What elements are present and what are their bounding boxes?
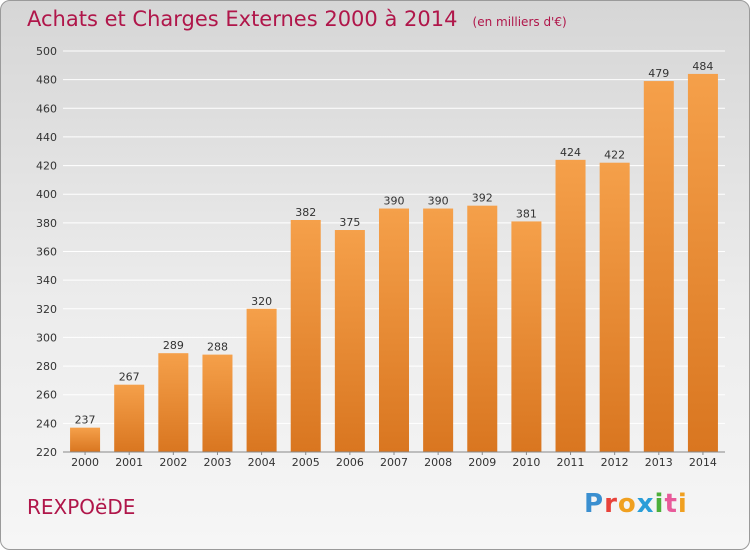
bar-value-label: 375 [339, 216, 360, 229]
bar [643, 81, 674, 452]
logo-letter: x [636, 489, 655, 519]
y-tick-label: 280 [36, 360, 57, 373]
bar [246, 308, 277, 452]
y-tick-label: 320 [36, 303, 57, 316]
bar [599, 162, 630, 452]
x-tick-label: 2011 [557, 456, 585, 469]
bar-value-label: 424 [560, 146, 581, 159]
y-tick-label: 460 [36, 102, 57, 115]
logo-letter: i [654, 489, 665, 519]
logo-letter: P [584, 489, 605, 519]
bar-value-label: 267 [119, 371, 140, 384]
title-row: Achats et Charges Externes 2000 à 2014 (… [27, 7, 567, 31]
y-tick-label: 440 [36, 131, 57, 144]
commune-name: REXPOëDE [27, 495, 136, 519]
label-layer: 237 267 289 288 320 382 375 390 390 392 381 424 422 4… [75, 60, 714, 427]
bar [423, 208, 454, 452]
y-tick-label: 480 [36, 74, 57, 87]
bar-value-label: 320 [251, 295, 272, 308]
bar-value-label: 422 [604, 149, 625, 162]
x-tick-label: 2008 [424, 456, 452, 469]
chart-title: Achats et Charges Externes 2000 à 2014 [27, 7, 458, 31]
bar [114, 384, 145, 452]
x-tick-label: 2013 [645, 456, 673, 469]
y-tick-label: 300 [36, 331, 57, 344]
bar-value-label: 237 [75, 414, 96, 427]
x-tick-label: 2007 [380, 456, 408, 469]
bar [158, 353, 189, 452]
proxiti-logo[interactable]: Proxiti [584, 489, 688, 519]
logo-letter: i [677, 489, 688, 519]
bar [202, 354, 233, 452]
bar-value-label: 288 [207, 341, 228, 354]
x-tick-label: 2001 [115, 456, 143, 469]
y-tick-label: 420 [36, 160, 57, 173]
x-tick-label: 2002 [159, 456, 187, 469]
y-tick-label: 380 [36, 217, 57, 230]
bar [290, 219, 321, 452]
bar-value-label: 392 [472, 192, 493, 205]
bar [334, 230, 365, 452]
bar-value-label: 382 [295, 206, 316, 219]
x-tick-label: 2005 [292, 456, 320, 469]
axis-layer: 220 240 260 280 300 320 340 360 380 400 420 440 460 4… [36, 45, 725, 469]
x-tick-label: 2009 [468, 456, 496, 469]
logo-letter: t [664, 489, 678, 519]
bar [467, 205, 498, 452]
y-tick-label: 500 [36, 45, 57, 58]
bar-value-label: 381 [516, 207, 537, 220]
chart-subtitle: (en milliers d'€) [472, 15, 567, 29]
y-tick-label: 400 [36, 188, 57, 201]
x-tick-label: 2006 [336, 456, 364, 469]
bar [687, 73, 718, 453]
bar [70, 427, 101, 452]
x-tick-label: 2012 [601, 456, 629, 469]
x-tick-label: 2000 [71, 456, 99, 469]
bar-value-label: 390 [428, 195, 449, 208]
y-tick-label: 260 [36, 389, 57, 402]
bar [511, 221, 542, 452]
y-tick-label: 240 [36, 417, 57, 430]
bar-value-label: 479 [648, 67, 669, 80]
y-tick-label: 340 [36, 274, 57, 287]
x-tick-label: 2014 [689, 456, 717, 469]
x-tick-label: 2003 [203, 456, 231, 469]
x-tick-label: 2004 [248, 456, 276, 469]
bar-value-label: 484 [692, 60, 713, 73]
bar-layer [70, 73, 718, 453]
logo-letter: r [604, 489, 618, 519]
bar [378, 208, 410, 452]
logo-letter: o [617, 489, 637, 519]
y-tick-label: 360 [36, 246, 57, 259]
bar [555, 159, 586, 453]
y-tick-label: 220 [36, 446, 57, 459]
bar-value-label: 289 [163, 339, 184, 352]
x-tick-label: 2010 [512, 456, 540, 469]
bar-value-label: 390 [384, 195, 405, 208]
